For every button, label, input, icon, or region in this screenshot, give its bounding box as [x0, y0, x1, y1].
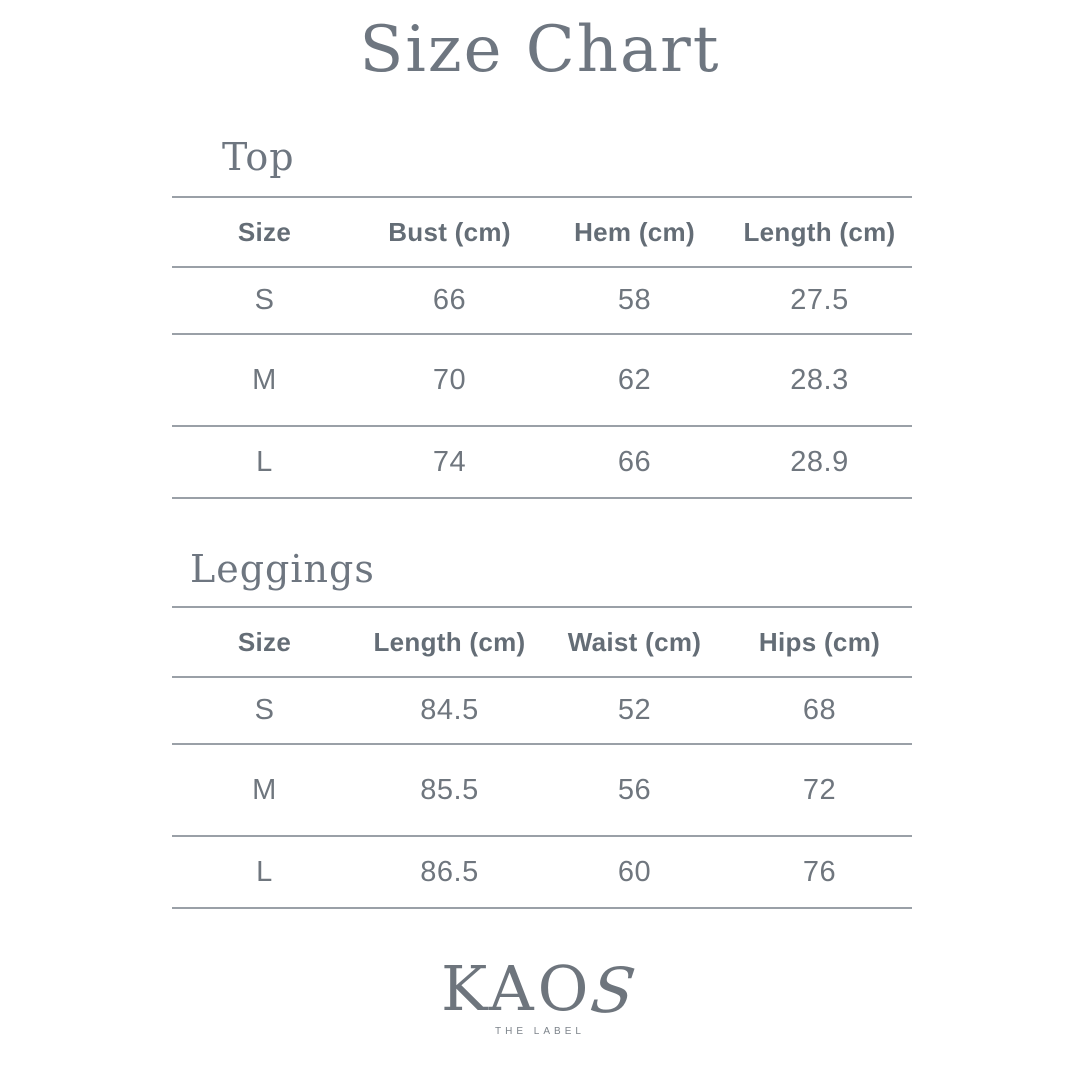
table-cell: 72	[802, 773, 837, 806]
column-header: Waist (cm)	[567, 626, 702, 657]
column-header: Hips (cm)	[758, 626, 881, 657]
table-cell: 66	[617, 445, 652, 478]
table-cell: 62	[617, 363, 652, 396]
table-row: L 74 66 28.9	[172, 427, 912, 499]
table-header-row: Size Length (cm) Waist (cm) Hips (cm)	[172, 608, 912, 678]
brand-tagline: THE LABEL	[495, 1026, 585, 1037]
table-cell: 76	[802, 855, 837, 888]
brand-logo: KAOS THE LABEL	[0, 954, 1080, 1037]
column-header: Bust (cm)	[388, 216, 511, 247]
table-header-row: Size Bust (cm) Hem (cm) Length (cm)	[172, 198, 912, 268]
table-cell: 86.5	[420, 855, 479, 888]
table-cell: L	[256, 855, 273, 888]
table-cell: 28.3	[790, 363, 849, 396]
brand-logo-stylized-s: S	[587, 954, 644, 1027]
table-cell: S	[254, 694, 275, 726]
table-cell: 60	[617, 855, 652, 888]
table-cell: 58	[617, 284, 652, 316]
column-header: Length (cm)	[373, 626, 526, 657]
column-header: Hem (cm)	[574, 216, 695, 247]
leggings-size-table: Size Length (cm) Waist (cm) Hips (cm) S …	[172, 606, 912, 909]
table-cell: 66	[432, 284, 467, 316]
table-cell: 84.5	[420, 694, 479, 726]
table-cell: M	[252, 363, 277, 396]
table-cell: L	[256, 445, 273, 478]
brand-logo-text: KAOS	[0, 954, 1080, 1027]
column-header: Length (cm)	[743, 216, 896, 247]
table-cell: 52	[617, 694, 652, 726]
column-header: Size	[237, 216, 292, 247]
column-header: Size	[237, 626, 292, 657]
top-size-table: Size Bust (cm) Hem (cm) Length (cm) S 66…	[172, 196, 912, 499]
table-cell: 28.9	[790, 445, 849, 478]
table-cell: 70	[432, 363, 467, 396]
table-row: S 66 58 27.5	[172, 268, 912, 335]
section-heading-leggings: Leggings	[190, 547, 375, 591]
table-cell: 74	[432, 445, 467, 478]
table-cell: 85.5	[420, 773, 479, 806]
table-row: S 84.5 52 68	[172, 678, 912, 745]
section-heading-top: Top	[222, 135, 295, 179]
table-cell: S	[254, 284, 275, 316]
table-row: M 70 62 28.3	[172, 335, 912, 427]
table-cell: M	[252, 773, 277, 806]
table-cell: 68	[802, 694, 837, 726]
table-row: M 85.5 56 72	[172, 745, 912, 837]
page-title: Size Chart	[359, 13, 721, 87]
table-cell: 56	[617, 773, 652, 806]
table-row: L 86.5 60 76	[172, 837, 912, 909]
table-cell: 27.5	[790, 284, 849, 316]
brand-logo-main: KAO	[441, 952, 593, 1025]
